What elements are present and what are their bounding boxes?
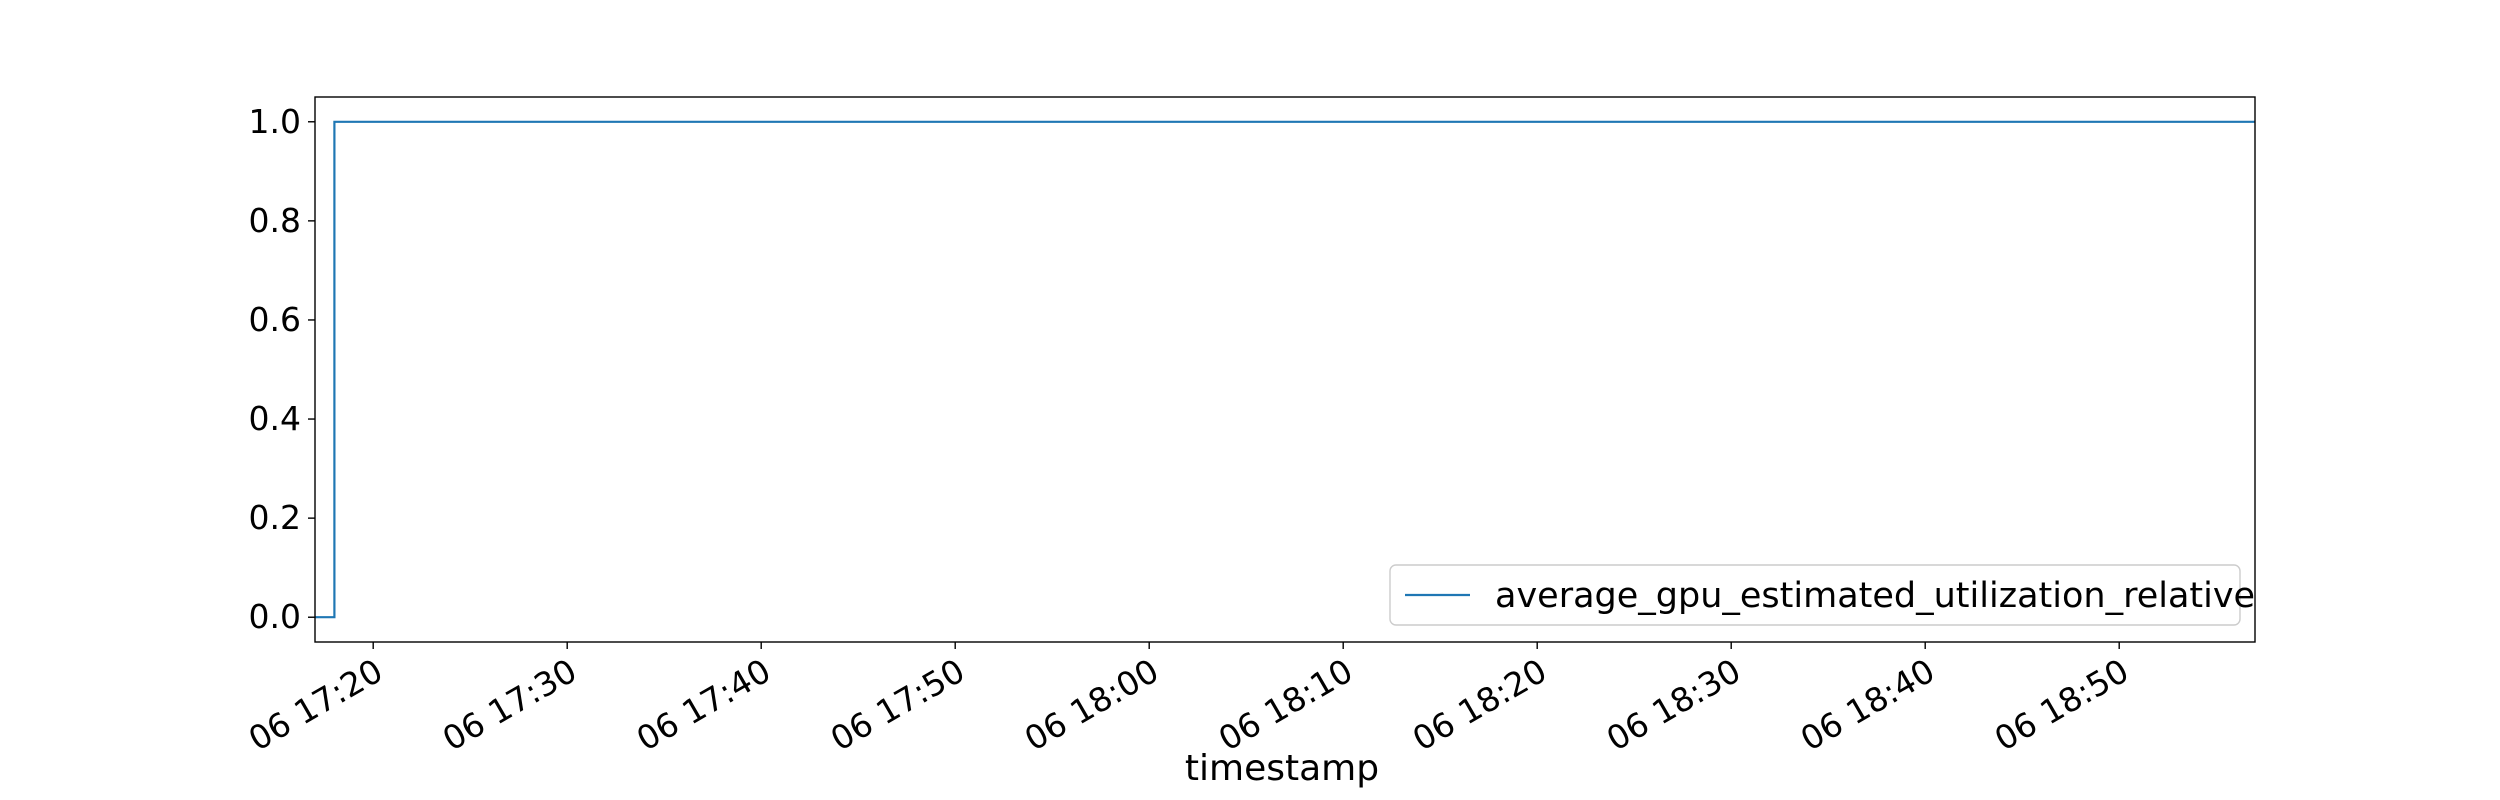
y-tick-label-3: 0.6 bbox=[249, 300, 301, 339]
y-tick-label-5: 1.0 bbox=[249, 102, 301, 141]
legend-box bbox=[1389, 564, 2241, 626]
x-axis-title: timestamp bbox=[1185, 748, 1379, 789]
y-tick-label-2: 0.4 bbox=[249, 399, 301, 438]
y-tick-label-4: 0.8 bbox=[249, 201, 301, 240]
series-line-0 bbox=[315, 120, 2255, 619]
legend: average_gpu_estimated_utilization_relati… bbox=[1389, 564, 2255, 626]
y-tick-label-0: 0.0 bbox=[249, 597, 301, 636]
plot-area bbox=[314, 96, 2256, 643]
legend-label-0: average_gpu_estimated_utilization_relati… bbox=[1495, 576, 2255, 616]
y-axis: 0.0 0.2 0.4 0.6 0.8 1.0 bbox=[249, 102, 315, 636]
y-tick-label-1: 0.2 bbox=[249, 498, 301, 537]
plot-frame bbox=[314, 96, 2256, 643]
